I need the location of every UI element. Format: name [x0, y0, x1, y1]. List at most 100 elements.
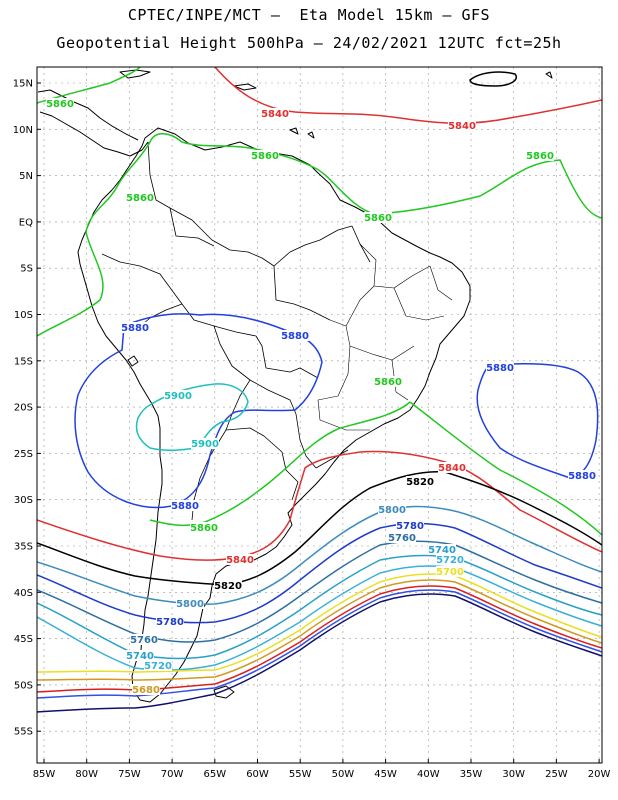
lat-tick-label: EQ: [19, 217, 33, 228]
contour-label: 5900: [164, 391, 192, 402]
lon-tick-label: 20W: [588, 769, 611, 780]
contour-label: 5860: [364, 213, 392, 224]
contour-label-bg: [436, 554, 464, 565]
lat-tick-label: 5S: [20, 264, 33, 275]
map-subtitle: Geopotential Height 500hPa – 24/02/2021 …: [56, 34, 562, 52]
caribbean-islands: [119, 69, 553, 139]
contour-line: [37, 470, 602, 586]
contour-line: [37, 573, 602, 673]
lon-tick-label: 85W: [33, 769, 56, 780]
contour-label: 5680: [132, 685, 160, 696]
lon-tick-label: 65W: [203, 769, 226, 780]
contour-label-bg: [406, 476, 434, 487]
contour-label: 5840: [261, 109, 289, 120]
contour-label-bg: [214, 580, 242, 591]
contour-line: [37, 593, 602, 713]
contour-label: 5900: [191, 439, 219, 450]
lat-tick-label: 20S: [14, 403, 33, 414]
contour-label-bg: [396, 520, 424, 531]
lat-tick-label: 15N: [13, 79, 33, 90]
falkland-islands: [213, 685, 235, 699]
lon-tick-label: 75W: [118, 769, 141, 780]
contour-label-bg: [164, 390, 192, 401]
contour-label-bg: [436, 566, 464, 577]
contour-label: 5880: [486, 363, 514, 374]
contour-label: 5860: [46, 99, 74, 110]
contour-label-bg: [438, 462, 466, 473]
contour-line: [135, 383, 249, 452]
contour-label: 5840: [226, 555, 254, 566]
contour-label: 5760: [130, 635, 158, 646]
lon-tick-label: 40W: [417, 769, 440, 780]
contour-label: 5840: [448, 121, 476, 132]
contour-label-bg: [144, 660, 172, 671]
contour-label-bg: [156, 616, 184, 627]
lat-tick-label: 45S: [14, 634, 33, 645]
contour-label: 5880: [281, 331, 309, 342]
contour-line: [469, 71, 517, 87]
contour-line: [37, 589, 602, 699]
contour-label: 5700: [436, 567, 464, 578]
map-border: [36, 66, 603, 764]
lon-tick-label: 55W: [289, 769, 312, 780]
lat-tick-label: 5N: [19, 171, 33, 182]
contour-label-bg: [448, 120, 476, 131]
state-borders: [317, 243, 453, 431]
lon-tick-label: 50W: [332, 769, 355, 780]
central-america-coastline: [39, 111, 149, 157]
contour-label-bg: [281, 330, 309, 341]
contour-label-bg: [121, 322, 149, 333]
lat-tick-label: 10S: [14, 310, 33, 321]
contour-labels: 5860 5840 5840 5860 5860 5860 5860 5880 5880 5880…: [46, 98, 596, 696]
contour-label-bg: [378, 504, 406, 515]
contour-label-bg: [46, 98, 74, 109]
contour-line: [37, 67, 141, 104]
coastlines-and-borders: [37, 69, 553, 703]
lake-titicaca: [127, 355, 139, 367]
contour-label: 5740: [428, 545, 456, 556]
lon-tick-label: 70W: [161, 769, 184, 780]
contour-label-bg: [132, 684, 160, 695]
lat-tick-label: 15S: [14, 356, 33, 367]
contour-label-bg: [191, 438, 219, 449]
contour-label: 5780: [396, 521, 424, 532]
contour-label: 5860: [374, 377, 402, 388]
contour-label-bg: [190, 522, 218, 533]
contour-label: 5800: [378, 505, 406, 516]
contour-label-bg: [176, 598, 204, 609]
contour-label: 5720: [436, 555, 464, 566]
contour-label: 5800: [176, 599, 204, 610]
grid-lines: [37, 67, 602, 763]
lon-tick-label: 60W: [246, 769, 269, 780]
contour-label: 5820: [214, 581, 242, 592]
contour-label: 5880: [121, 323, 149, 334]
south-america-coastline: [77, 127, 471, 703]
contour-label-bg: [126, 192, 154, 203]
contour-label-bg: [226, 554, 254, 565]
lat-tick-label: 30S: [14, 495, 33, 506]
axis-labels: 15N 10N 5N EQ 5S 10S 15S 20S 25S 30S 35S 40S 45S 50S 5…: [13, 79, 611, 781]
contour-label-bg: [428, 544, 456, 555]
contour-line: [214, 67, 602, 125]
contour-label: 5860: [251, 151, 279, 162]
contour-line: [37, 505, 602, 605]
contour-label-bg: [126, 650, 154, 661]
contour-label: 5860: [190, 523, 218, 534]
contour-line: [409, 401, 602, 536]
contour-line: [37, 565, 602, 671]
map-title: CPTEC/INPE/MCT – Eta Model 15km – GFS: [127, 6, 491, 24]
lat-tick-label: 55S: [14, 727, 33, 738]
lon-tick-label: 35W: [460, 769, 483, 780]
contour-label: 5820: [406, 477, 434, 488]
contour-label-bg: [130, 634, 158, 645]
contour-label-bg: [486, 362, 514, 373]
contour-line: [37, 450, 602, 561]
contour-label: 5860: [126, 193, 154, 204]
contour-label: 5880: [171, 501, 199, 512]
central-america-coastline-north: [37, 89, 139, 141]
contour-label: 5760: [388, 533, 416, 544]
lon-tick-label: 80W: [75, 769, 98, 780]
lon-tick-label: 45W: [374, 769, 397, 780]
contour-label: 5740: [126, 651, 154, 662]
